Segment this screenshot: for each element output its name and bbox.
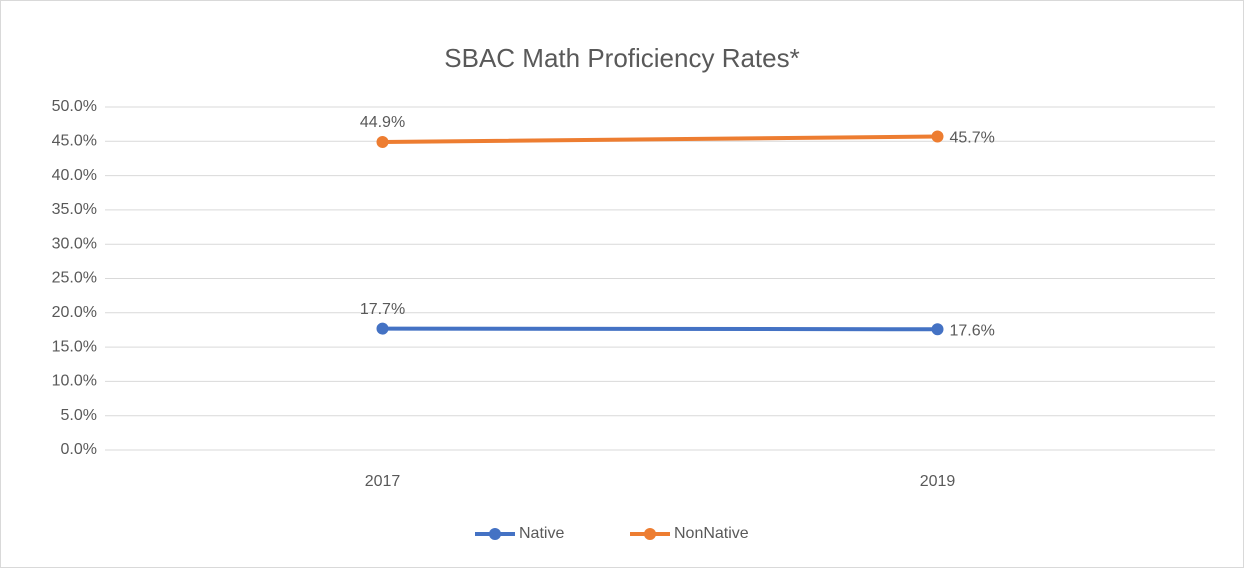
series-line (380, 134, 940, 144)
y-tick-label: 40.0% (52, 167, 97, 184)
chart-title: SBAC Math Proficiency Rates* (444, 43, 799, 73)
legend-label: NonNative (674, 525, 749, 542)
series-line (380, 326, 940, 332)
point-marker (931, 130, 944, 143)
point-marker (931, 323, 944, 336)
y-tick-label: 5.0% (61, 407, 97, 424)
data-label: 17.7% (360, 301, 405, 318)
y-tick-label: 10.0% (52, 373, 97, 390)
data-label: 17.6% (950, 322, 995, 339)
data-label: 44.9% (360, 114, 405, 131)
legend-label: Native (519, 525, 564, 542)
y-tick-label: 45.0% (52, 133, 97, 150)
x-tick-label: 2019 (920, 473, 956, 490)
y-tick-label: 30.0% (52, 235, 97, 252)
y-tick-label: 20.0% (52, 304, 97, 321)
y-tick-label: 35.0% (52, 201, 97, 218)
point-marker (376, 322, 389, 335)
y-tick-label: 25.0% (52, 270, 97, 287)
point-marker (376, 135, 389, 148)
x-tick-label: 2017 (365, 473, 401, 490)
y-tick-label: 15.0% (52, 338, 97, 355)
y-tick-label: 50.0% (52, 98, 97, 115)
legend-marker (644, 528, 656, 540)
y-tick-label: 0.0% (61, 441, 97, 458)
legend-marker (489, 528, 501, 540)
data-label: 45.7% (950, 130, 995, 147)
